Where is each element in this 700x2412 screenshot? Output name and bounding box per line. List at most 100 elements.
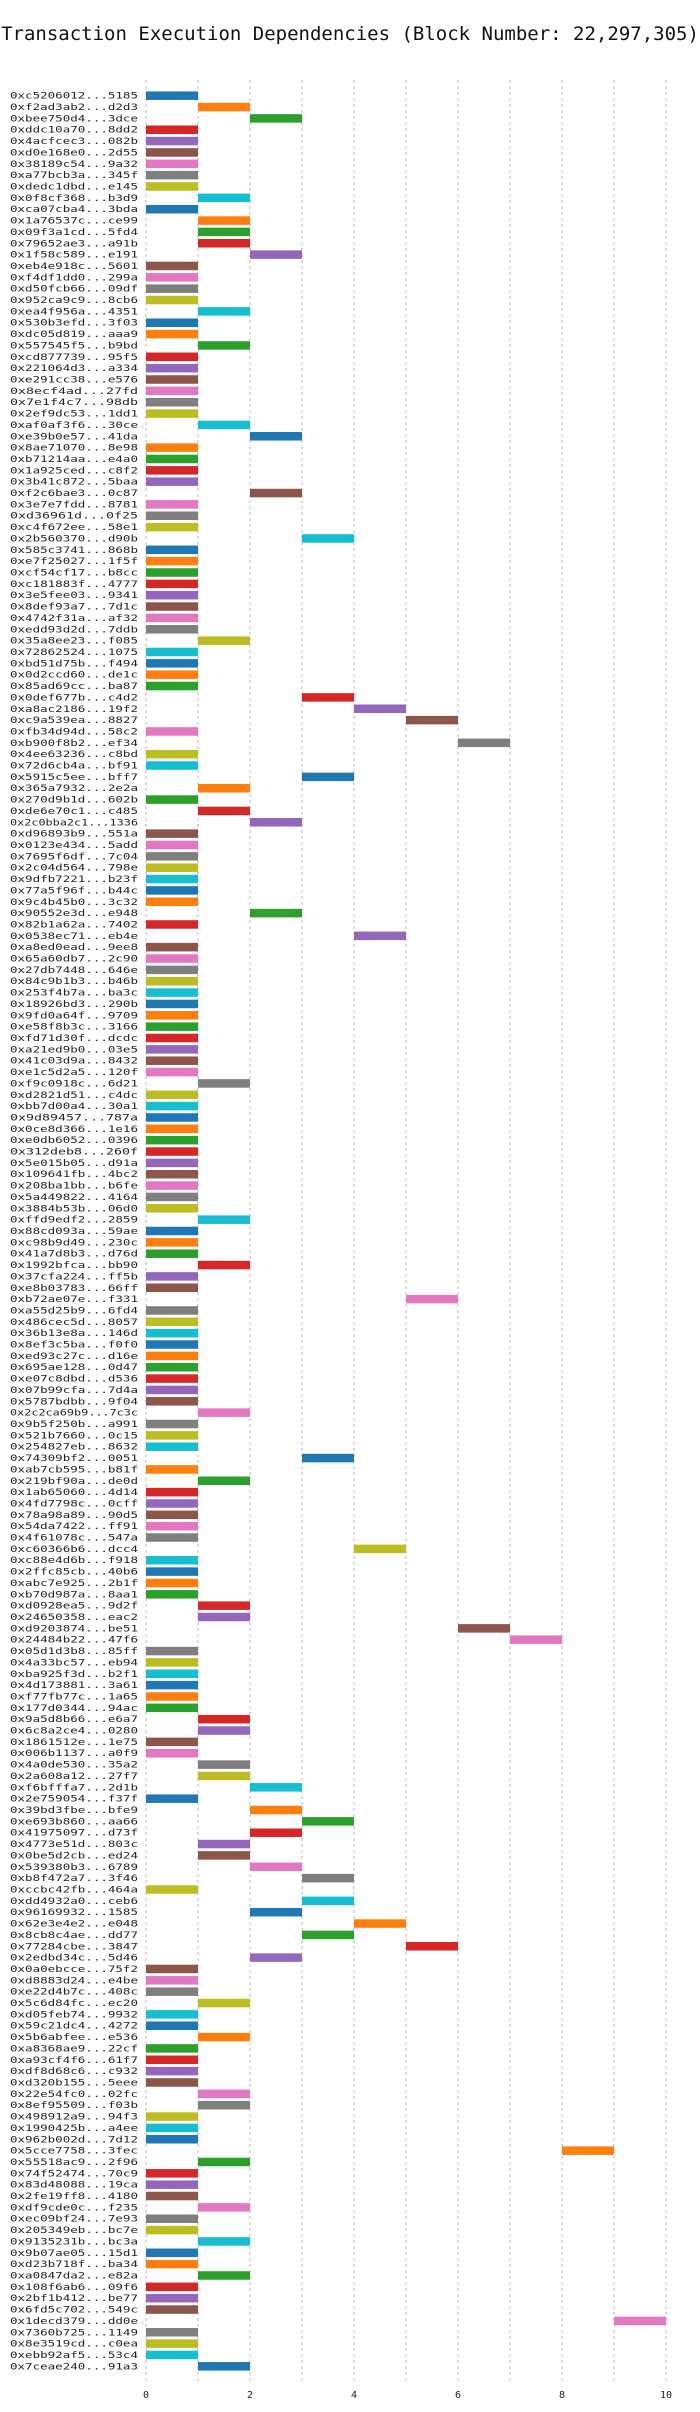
y-tick-label: 0xebb92af5...53c4 bbox=[10, 2351, 138, 2361]
y-tick-label: 0x3e7e7fdd...8781 bbox=[10, 500, 138, 510]
y-tick-label: 0x24650358...eac2 bbox=[10, 1613, 138, 1623]
tx-bar bbox=[146, 1192, 198, 1202]
tx-bar bbox=[146, 1204, 198, 1213]
tx-bar bbox=[302, 772, 354, 782]
tx-bar bbox=[146, 988, 198, 997]
tx-bar bbox=[354, 1544, 406, 1554]
tx-bar bbox=[146, 1169, 198, 1179]
y-tick-label: 0x8ef95509...f03b bbox=[10, 2101, 138, 2111]
tx-bar bbox=[146, 1555, 198, 1565]
tx-bar bbox=[250, 488, 302, 498]
tx-bar bbox=[250, 432, 302, 441]
y-tick-label: 0xd96893b9...551a bbox=[10, 830, 138, 840]
tx-bar bbox=[198, 1771, 250, 1781]
y-tick-label: 0x952ca9c9...8cb6 bbox=[10, 296, 138, 306]
y-tick-label: 0x9a5d8b66...e6a7 bbox=[10, 1715, 138, 1725]
tx-bar bbox=[146, 1964, 198, 1974]
y-tick-label: 0x2c2ca69b9...7c3c bbox=[10, 1409, 138, 1419]
y-tick-label: 0x5cce7758...3fec bbox=[10, 2147, 138, 2157]
tx-bar bbox=[198, 1260, 250, 1270]
tx-bar bbox=[146, 795, 198, 804]
y-tick-label: 0x1861512e...1e75 bbox=[10, 1738, 138, 1748]
tx-bar bbox=[146, 477, 198, 486]
tx-bar bbox=[146, 1658, 198, 1667]
tx-bar bbox=[198, 1215, 250, 1224]
y-tick-label: 0x5b6abfee...e536 bbox=[10, 2033, 138, 2043]
tx-bar bbox=[146, 1567, 198, 1576]
y-tick-label: 0x83d48088...19ca bbox=[10, 2181, 138, 2191]
y-tick-label: 0x539380b3...6789 bbox=[10, 1863, 138, 1873]
y-tick-label: 0x7e1f4c7...98db bbox=[10, 398, 138, 408]
y-tick-label: 0x0def677b...c4d2 bbox=[10, 693, 138, 703]
y-tick-label: 0x365a7932...2e2a bbox=[10, 784, 138, 794]
y-tick-label: 0x9b5f250b...a991 bbox=[10, 1420, 138, 1430]
tx-bar bbox=[146, 1135, 198, 1145]
tx-bar bbox=[146, 1510, 198, 1520]
y-tick-label: 0xcf54cf17...b8cc bbox=[10, 569, 138, 579]
y-tick-label: 0xd0e168e0...2d55 bbox=[10, 148, 138, 158]
tx-bar bbox=[146, 273, 198, 282]
y-tick-label: 0xb70d987a...8aa1 bbox=[10, 1590, 138, 1600]
tx-bar bbox=[198, 227, 250, 237]
tx-bar bbox=[302, 1873, 354, 1883]
y-tick-label: 0x62e3e4e2...e048 bbox=[10, 1920, 138, 1930]
tx-bar bbox=[354, 704, 406, 714]
y-tick-label: 0xf2c6bae3...0c87 bbox=[10, 489, 138, 499]
tx-bar bbox=[198, 806, 250, 816]
y-tick-label: 0x18926bd3...290b bbox=[10, 1000, 138, 1010]
tx-bar bbox=[146, 511, 198, 521]
tx-bar bbox=[250, 1783, 302, 1792]
x-tick-label: 0 bbox=[143, 2390, 149, 2401]
tx-bar bbox=[146, 1431, 198, 1440]
y-tick-label: 0x35a8ee23...f085 bbox=[10, 637, 138, 647]
tx-bar bbox=[146, 1590, 198, 1599]
tx-bar bbox=[146, 829, 198, 838]
tx-bar bbox=[198, 636, 250, 645]
y-tick-label: 0x108f6ab6...09f6 bbox=[10, 2283, 138, 2293]
y-tick-label: 0x4ee63236...c8bd bbox=[10, 750, 138, 760]
y-tick-label: 0x2edbd34c...5d46 bbox=[10, 1954, 138, 1964]
y-tick-label: 0x695ae128...0d47 bbox=[10, 1363, 138, 1373]
y-tick-label: 0x2a608a12...27f7 bbox=[10, 1772, 138, 1782]
tx-bar bbox=[250, 1828, 302, 1837]
y-tick-label: 0xf4df1dd0...299a bbox=[10, 273, 138, 283]
tx-bar bbox=[146, 1737, 198, 1747]
x-tick-label: 6 bbox=[455, 2390, 461, 2401]
y-tick-label: 0x74309bf2...0051 bbox=[10, 1454, 138, 1464]
tx-bar bbox=[198, 2271, 250, 2280]
tx-bar bbox=[146, 2225, 198, 2235]
y-tick-label: 0xfb34d94d...58c2 bbox=[10, 727, 138, 737]
y-tick-label: 0xdf8d68c6...c932 bbox=[10, 2067, 138, 2077]
tx-bar bbox=[250, 1907, 302, 1917]
tx-bar bbox=[458, 1624, 510, 1633]
y-tick-label: 0xea4f956a...4351 bbox=[10, 307, 138, 317]
tx-bar bbox=[146, 1521, 198, 1531]
y-tick-label: 0x5c6d84fc...ec20 bbox=[10, 1999, 138, 2009]
tx-bar bbox=[302, 1930, 354, 1940]
y-tick-label: 0xa21ed9b0...03e5 bbox=[10, 1045, 138, 1055]
tx-bar bbox=[146, 397, 198, 407]
tx-bar bbox=[146, 159, 198, 169]
y-tick-label: 0x585c3741...868b bbox=[10, 546, 138, 556]
y-tick-label: 0x78a98a89...90d5 bbox=[10, 1511, 138, 1521]
tx-bar bbox=[198, 341, 250, 350]
y-tick-label: 0x09f3a1cd...5fd4 bbox=[10, 228, 138, 238]
y-tick-label: 0xba925f3d...b2f1 bbox=[10, 1670, 138, 1680]
tx-bar bbox=[198, 2100, 250, 2110]
y-tick-label: 0x1992bfca...bb90 bbox=[10, 1261, 138, 1271]
y-tick-labels: 0xc5206012...51850xf2ad3ab2...d2d30xbee7… bbox=[10, 92, 138, 2373]
y-tick-label: 0xedd93d2d...7ddb bbox=[10, 625, 138, 635]
y-tick-label: 0xa8ed0ead...9ee8 bbox=[10, 943, 138, 953]
y-tick-label: 0x65a60db7...2c90 bbox=[10, 955, 138, 965]
y-tick-label: 0xf77fb77c...1a65 bbox=[10, 1692, 138, 1702]
y-tick-label: 0xa8ac2186...19f2 bbox=[10, 705, 138, 715]
y-tick-label: 0x962b002d...7d12 bbox=[10, 2135, 138, 2145]
y-tick-label: 0x41a7d8b3...d76d bbox=[10, 1250, 138, 1260]
tx-bar bbox=[198, 1839, 250, 1849]
tx-bar bbox=[146, 874, 198, 884]
tx-bar bbox=[146, 1158, 198, 1168]
y-tick-label: 0x2e759054...f37f bbox=[10, 1795, 138, 1805]
tx-bar bbox=[146, 1033, 198, 1043]
tx-bar bbox=[146, 1226, 198, 1236]
